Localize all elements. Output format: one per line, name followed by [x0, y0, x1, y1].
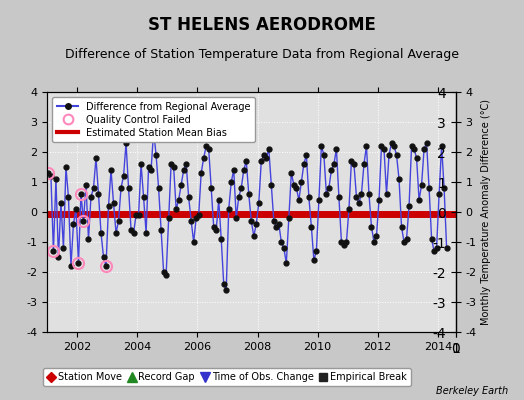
- Y-axis label: Monthly Temperature Anomaly Difference (°C): Monthly Temperature Anomaly Difference (…: [481, 99, 491, 325]
- Legend: Station Move, Record Gap, Time of Obs. Change, Empirical Break: Station Move, Record Gap, Time of Obs. C…: [43, 368, 411, 386]
- Text: Berkeley Earth: Berkeley Earth: [436, 386, 508, 396]
- Text: ST HELENS AERODROME: ST HELENS AERODROME: [148, 16, 376, 34]
- Text: Difference of Station Temperature Data from Regional Average: Difference of Station Temperature Data f…: [65, 48, 459, 61]
